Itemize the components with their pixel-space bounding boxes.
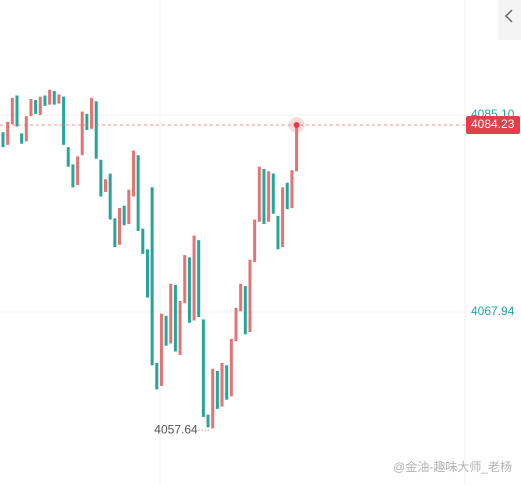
candle	[94, 101, 98, 159]
candle	[243, 286, 247, 335]
candle	[285, 182, 289, 210]
candle	[34, 100, 38, 114]
candle	[57, 94, 61, 104]
candle	[48, 89, 52, 105]
candle	[169, 283, 173, 344]
candle	[71, 164, 75, 188]
last-price-tag	[466, 116, 520, 135]
candle	[10, 97, 14, 125]
watermark: @金油-趣味大师_老杨	[393, 459, 512, 474]
candle	[187, 257, 191, 323]
candle	[159, 313, 163, 386]
candle	[215, 371, 219, 409]
candle	[295, 125, 299, 172]
collapse-button[interactable]	[498, 0, 521, 40]
candle	[229, 338, 233, 397]
candle	[239, 283, 243, 312]
candle	[234, 307, 238, 342]
candle	[20, 133, 24, 144]
candle	[173, 284, 177, 352]
candle	[24, 116, 28, 142]
candle	[122, 205, 126, 226]
candle	[90, 97, 94, 129]
candle	[197, 240, 201, 318]
candle	[206, 414, 210, 428]
candle	[85, 113, 89, 130]
candle	[104, 179, 108, 192]
last-price-dot	[293, 122, 300, 129]
candle	[145, 249, 149, 298]
candle	[211, 368, 215, 429]
candle	[80, 111, 84, 156]
candle	[257, 166, 261, 222]
candle	[183, 255, 187, 304]
y-tick-label: 4067.94	[471, 304, 515, 318]
candle	[271, 173, 275, 214]
candle	[225, 365, 229, 400]
candle	[29, 98, 33, 117]
candle	[15, 95, 19, 127]
candle	[6, 121, 10, 145]
candle	[38, 96, 42, 116]
candle	[253, 219, 257, 262]
candle	[52, 90, 56, 105]
candle	[248, 259, 252, 332]
candle	[267, 171, 271, 222]
candle	[290, 170, 294, 209]
low-label: 4057.64	[154, 422, 198, 436]
candle	[76, 156, 80, 186]
candle	[108, 173, 112, 220]
candle	[201, 319, 205, 417]
candle	[178, 300, 182, 355]
candle	[127, 189, 131, 225]
candle	[99, 159, 103, 197]
candle	[192, 235, 196, 321]
candle	[262, 168, 266, 225]
last-price-label: 4084.23	[471, 117, 515, 131]
candle	[131, 150, 135, 197]
candle	[118, 208, 121, 245]
candle	[66, 147, 70, 167]
candle	[281, 187, 285, 248]
candle	[220, 362, 224, 407]
candle	[43, 95, 47, 106]
candle	[150, 187, 154, 366]
candle	[1, 132, 5, 148]
candle	[136, 155, 140, 231]
candle	[141, 228, 145, 254]
candle	[276, 216, 280, 250]
candle	[155, 362, 159, 390]
candle	[113, 218, 117, 248]
candle	[164, 315, 168, 346]
candle	[62, 96, 66, 145]
